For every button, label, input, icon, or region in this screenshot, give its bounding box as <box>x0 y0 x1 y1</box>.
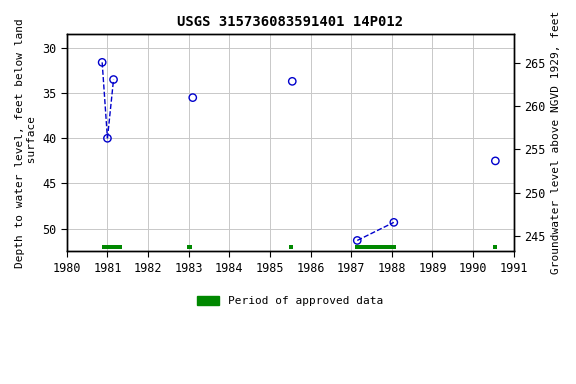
Point <box>109 76 118 83</box>
Bar <box>355 245 396 249</box>
Bar <box>493 245 498 249</box>
Point <box>287 78 297 84</box>
Point <box>188 94 198 101</box>
Point <box>491 158 500 164</box>
Bar <box>102 245 122 249</box>
Point <box>103 135 112 141</box>
Legend: Period of approved data: Period of approved data <box>192 292 388 311</box>
Y-axis label: Depth to water level, feet below land
 surface: Depth to water level, feet below land su… <box>15 18 37 268</box>
Title: USGS 315736083591401 14P012: USGS 315736083591401 14P012 <box>177 15 403 29</box>
Point <box>389 219 399 225</box>
Bar <box>289 245 293 249</box>
Y-axis label: Groundwater level above NGVD 1929, feet: Groundwater level above NGVD 1929, feet <box>551 11 561 275</box>
Point <box>97 59 107 65</box>
Point <box>353 237 362 243</box>
Bar <box>187 245 192 249</box>
